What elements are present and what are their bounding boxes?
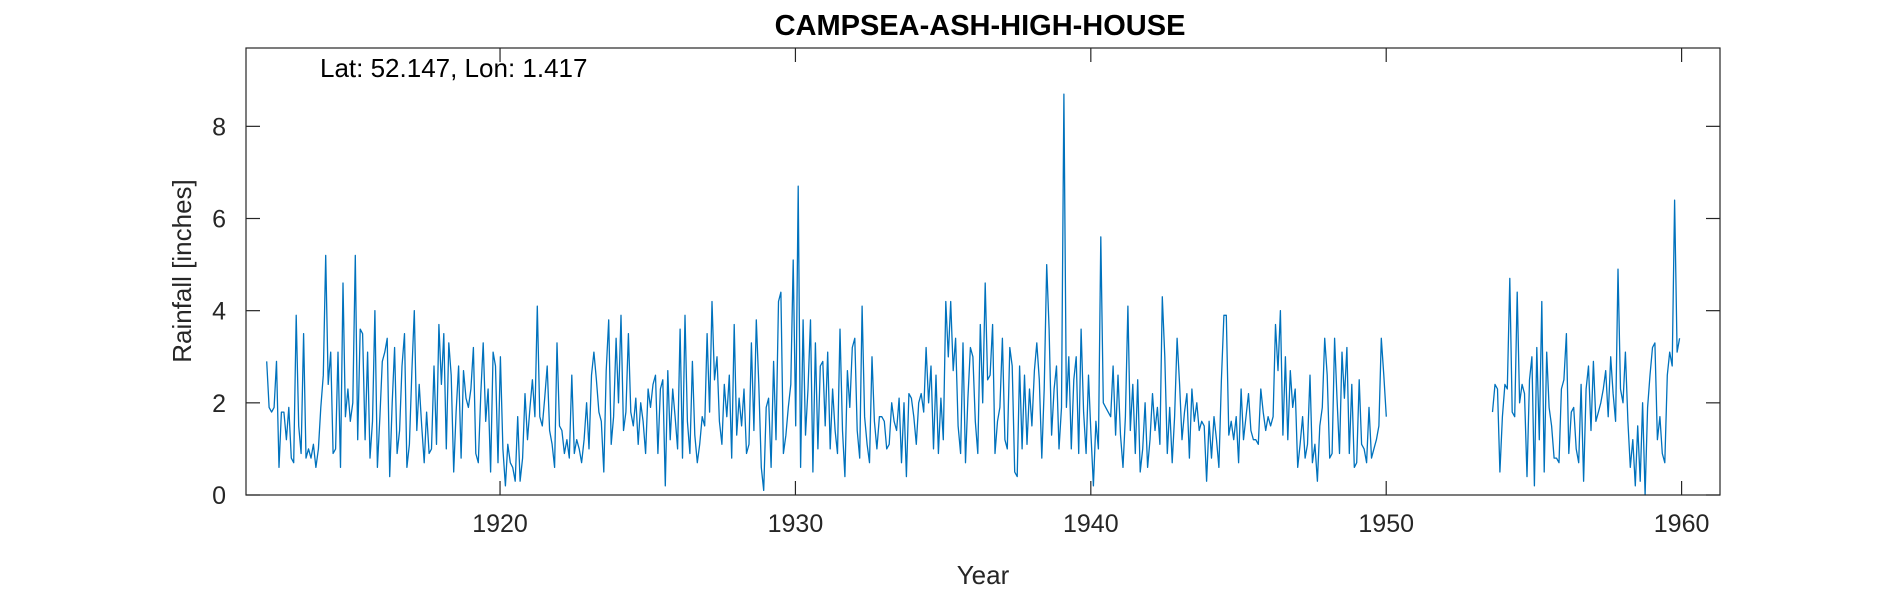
rainfall-series-line	[1491, 199, 1681, 496]
x-tick-label: 1960	[1654, 510, 1710, 538]
y-tick-label: 6	[212, 206, 226, 234]
y-tick-label: 8	[212, 113, 226, 141]
location-annotation: Lat: 52.147, Lon: 1.417	[320, 53, 587, 83]
plot-area-frame	[245, 47, 1721, 496]
y-axis-label: Rainfall [inches]	[167, 179, 197, 363]
x-axis-label: Year	[957, 560, 1010, 590]
x-tick-label: 1930	[768, 510, 824, 538]
x-tick-label: 1950	[1358, 510, 1414, 538]
x-tick-label: 1920	[472, 510, 528, 538]
series-lines	[266, 93, 1681, 496]
y-tick-label: 4	[212, 298, 226, 326]
rainfall-series-line	[266, 93, 1387, 492]
axis-tick-labels: 1920 1930 1940 1950 1960 0 2 4 6 8	[212, 113, 1709, 538]
x-tick-label: 1940	[1063, 510, 1119, 538]
chart-title: CAMPSEA-ASH-HIGH-HOUSE	[775, 10, 1186, 42]
y-tick-label: 2	[212, 390, 226, 418]
y-tick-label: 0	[212, 482, 226, 510]
